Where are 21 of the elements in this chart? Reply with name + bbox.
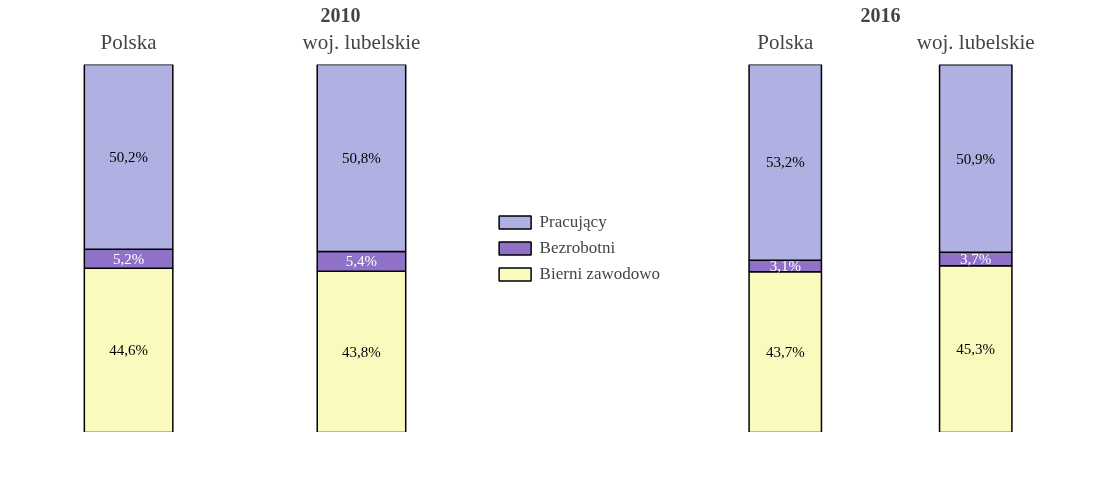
- data-label: 53,2%: [765, 154, 805, 171]
- legend-label: Bezrobotni: [539, 238, 616, 258]
- data-label: 3,7%: [960, 250, 992, 267]
- data-label: 43,8%: [342, 343, 381, 360]
- data-label: 43,7%: [765, 344, 805, 361]
- data-label: 44,6%: [109, 342, 148, 359]
- data-label: 45,3%: [956, 341, 996, 358]
- chart-title: 2016: [860, 3, 901, 26]
- legend-label: Bierni zawodowo: [539, 264, 660, 284]
- data-label: 50,9%: [956, 150, 996, 167]
- legend-label: Pracujący: [539, 212, 607, 232]
- data-label: 5,2%: [112, 250, 145, 267]
- data-label: 3,1%: [769, 257, 801, 274]
- x-tick-label: woj. lubelskie: [916, 29, 1035, 54]
- chart-title: 2010: [320, 3, 361, 26]
- x-tick-label: Polska: [100, 29, 158, 54]
- x-tick-label: Polska: [757, 29, 814, 54]
- data-label: 5,4%: [345, 253, 378, 270]
- x-tick-label: woj. lubelskie: [302, 29, 421, 54]
- data-label: 50,2%: [109, 148, 148, 165]
- data-label: 50,8%: [342, 149, 381, 166]
